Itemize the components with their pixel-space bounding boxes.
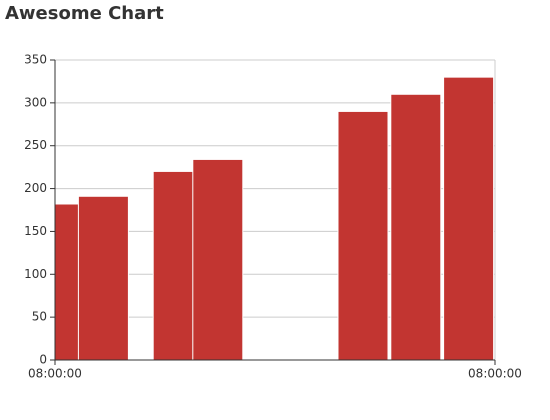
bar: [337, 110, 389, 360]
chart-title: Awesome Chart: [5, 3, 164, 24]
y-tick-label: 100: [24, 267, 47, 281]
y-tick-label: 150: [24, 224, 47, 238]
y-tick-label: 350: [24, 53, 47, 67]
bars: [55, 76, 495, 360]
x-tick-label: 08:00:00: [28, 367, 82, 381]
axes: 0 50 100 150 200 250 300 350 08:00:00 08:00:00: [24, 53, 522, 381]
y-tick-label: 50: [32, 310, 47, 324]
bar: [77, 195, 129, 360]
y-tick-label: 300: [24, 95, 47, 109]
y-tick-label: 200: [24, 181, 47, 195]
x-tick-label: 08:00:00: [468, 367, 522, 381]
bar: [192, 158, 244, 360]
y-tick-label: 250: [24, 138, 47, 152]
bar: [390, 93, 442, 360]
bar: [55, 203, 81, 360]
bar: [443, 76, 495, 360]
y-tick-label: 0: [39, 353, 47, 367]
